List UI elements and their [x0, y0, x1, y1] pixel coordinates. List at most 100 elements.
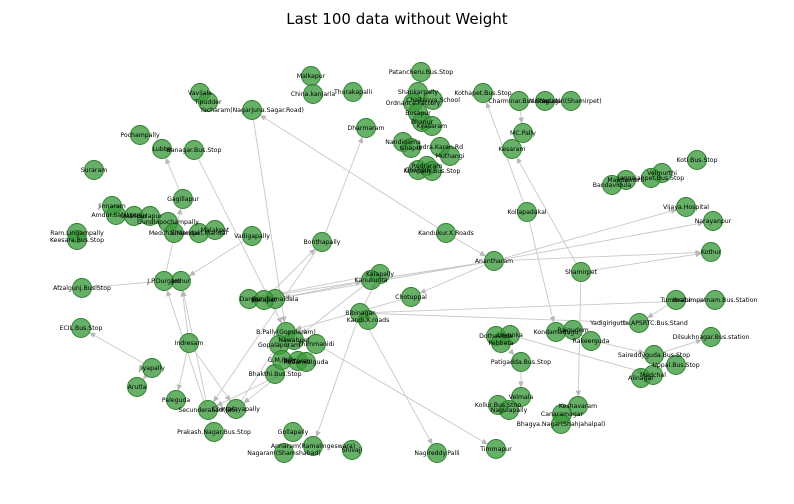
arrowhead-patigadda-velmala — [518, 381, 524, 388]
node-label-muthangi: Muthangi — [436, 153, 465, 160]
node-patancheru[interactable] — [411, 62, 431, 82]
node-afzalgunj[interactable] — [72, 278, 92, 298]
node-annaram[interactable] — [303, 436, 323, 456]
edge-anantharam-chotuppal — [419, 264, 486, 294]
node-tummalur[interactable] — [666, 290, 686, 310]
node-dharmaram[interactable] — [356, 118, 376, 138]
node-mekaguda[interactable] — [535, 91, 555, 111]
node-saireddyguda[interactable] — [644, 345, 664, 365]
node-malakpet[interactable] — [205, 220, 225, 240]
node-jaggaiahpet[interactable] — [641, 168, 661, 188]
node-label-koti: Koti.Bus.Stop — [676, 157, 717, 164]
node-vadigapally[interactable] — [242, 226, 262, 246]
node-kollapadakal[interactable] — [517, 202, 537, 222]
node-label-indresam: Indresam — [175, 340, 204, 347]
node-nagireddy[interactable] — [427, 443, 447, 463]
node-shamirpet[interactable] — [571, 262, 591, 282]
node-dilsukhnagar[interactable] — [701, 327, 721, 347]
node-kandukur[interactable] — [436, 223, 456, 243]
arrowhead-yacharam-bpally — [280, 316, 287, 323]
arrowhead-kandukur-anantharam — [479, 250, 486, 257]
node-gagillapur[interactable] — [173, 189, 193, 209]
node-vijaya[interactable] — [676, 197, 696, 217]
node-charminar[interactable] — [509, 91, 529, 111]
node-mc_pally[interactable] — [513, 123, 533, 143]
node-kesaram[interactable] — [502, 139, 522, 159]
node-keesara[interactable] — [67, 230, 87, 250]
node-label-kokapet: Kokapet — [252, 297, 278, 304]
node-medchal[interactable] — [643, 365, 663, 385]
node-label-shamirpet_m: Shamirpet.Mandal — [171, 230, 228, 237]
node-kyasaram[interactable] — [422, 116, 442, 136]
node-timmapur[interactable] — [486, 439, 506, 459]
node-koti[interactable] — [687, 150, 707, 170]
node-yadagiri[interactable] — [561, 91, 581, 111]
node-lubbo[interactable] — [152, 139, 172, 159]
node-label-thurakapalli: Thurakapalli — [333, 89, 372, 96]
node-yacharam[interactable] — [242, 100, 262, 120]
node-raigudem[interactable] — [563, 320, 583, 340]
node-kothur[interactable] — [701, 242, 721, 262]
node-label-secunderabad: Secunderabad(JBS) — [178, 407, 237, 414]
node-thurakapalli[interactable] — [343, 82, 363, 102]
node-label-thimmanidi: Thimmanidi — [297, 341, 335, 348]
node-narayanpur[interactable] — [703, 211, 723, 231]
node-bhagya[interactable] — [551, 414, 571, 434]
node-solapur[interactable] — [140, 206, 160, 226]
node-bonthapally[interactable] — [312, 232, 332, 252]
node-kanukunta[interactable] — [361, 270, 381, 290]
node-chotuppal[interactable] — [401, 287, 421, 307]
node-suraram[interactable] — [84, 160, 104, 180]
node-prakash[interactable] — [204, 422, 224, 442]
node-kandi_x[interactable] — [358, 310, 378, 330]
node-arutla[interactable] — [127, 377, 147, 397]
node-label-lubbo: Lubbo — [153, 146, 172, 153]
node-pochampally[interactable] — [130, 125, 150, 145]
edge-jiyapally-ecil — [89, 332, 144, 364]
node-bandavidula[interactable] — [602, 175, 622, 195]
node-label-battaram: Battaram — [283, 358, 312, 365]
node-label-narayanpur: Narayanpur — [695, 218, 732, 225]
node-gollapally[interactable] — [283, 422, 303, 442]
node-secunderabad[interactable] — [198, 400, 218, 420]
node-thimmanidi[interactable] — [306, 334, 326, 354]
arrowhead-kokapet-bonthapally — [309, 248, 316, 255]
node-anantharam[interactable] — [484, 251, 504, 271]
node-label-chaitanya_school: Chaitanya.School — [406, 97, 460, 104]
node-keshavaram[interactable] — [568, 396, 588, 416]
node-ecil[interactable] — [71, 318, 91, 338]
node-tripuder[interactable] — [198, 92, 218, 112]
node-label-annaram: Annaram(Ramalingeswara) — [271, 443, 355, 450]
edge-kollapadakal-kondamadugu — [528, 221, 555, 323]
node-velmala[interactable] — [511, 387, 531, 407]
node-shivaji[interactable] — [342, 440, 362, 460]
node-rakeerguda[interactable] — [581, 331, 601, 351]
node-banagar[interactable] — [184, 140, 204, 160]
node-nawabpet[interactable] — [284, 330, 304, 350]
node-jiyapally[interactable] — [142, 358, 162, 378]
node-pebbeta[interactable] — [491, 333, 511, 353]
node-nagaram[interactable] — [274, 443, 294, 463]
node-label-timmapur: Timmapur — [479, 446, 512, 453]
node-patigadda[interactable] — [511, 352, 531, 372]
node-medchal_mandal[interactable] — [164, 223, 184, 243]
node-yadigirigutta[interactable] — [629, 313, 649, 333]
node-kokapet[interactable] — [254, 290, 274, 310]
node-muthangi[interactable] — [440, 146, 460, 166]
node-chintalayapally[interactable] — [226, 399, 246, 419]
node-indresam[interactable] — [179, 333, 199, 353]
node-china_kanjarla[interactable] — [303, 84, 323, 104]
node-uppal[interactable] — [666, 355, 686, 375]
node-label-kesaram: Kesaram — [499, 146, 526, 153]
node-nagulapally[interactable] — [499, 400, 519, 420]
node-ibrahimpatnam[interactable] — [705, 290, 725, 310]
node-paleguda[interactable] — [166, 390, 186, 410]
node-isnapur[interactable] — [401, 138, 421, 158]
node-label-kondamadugu: Kondamadugu — [534, 329, 579, 336]
node-kompally[interactable] — [422, 161, 442, 181]
node-kothapet[interactable] — [473, 83, 493, 103]
node-chaitanya_school[interactable] — [423, 90, 443, 110]
node-jothur[interactable] — [171, 271, 191, 291]
node-rodamiaguda[interactable] — [296, 352, 316, 372]
